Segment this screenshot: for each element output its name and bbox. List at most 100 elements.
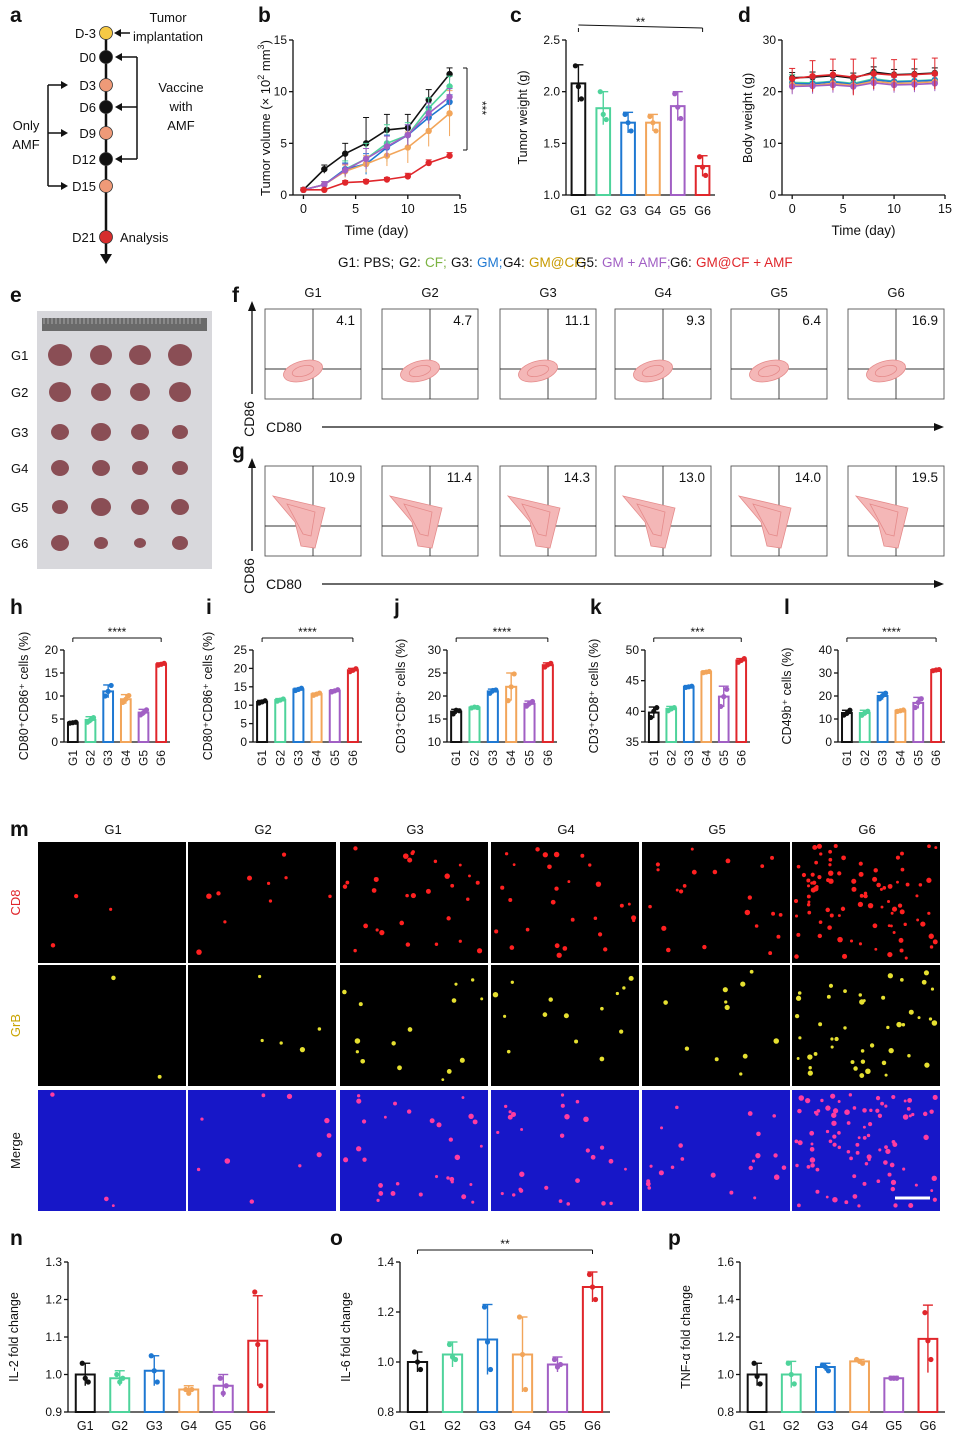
micro-cell — [756, 1131, 761, 1137]
flow-density-contour — [869, 503, 899, 537]
micro-cell — [934, 846, 938, 850]
micro-cell — [809, 1147, 815, 1152]
data-point-G6 — [300, 186, 307, 194]
micro-cell — [660, 1126, 664, 1130]
data-point-G2 — [114, 1371, 120, 1378]
micro-cell — [739, 1072, 743, 1076]
micro-cell — [902, 1167, 906, 1171]
y-tick-label: 10 — [45, 689, 59, 703]
x-tick-label: G1 — [449, 750, 463, 766]
micro-cell — [855, 1142, 860, 1147]
micro-image — [188, 1090, 336, 1211]
data-point-G2 — [474, 704, 481, 711]
data-point-G4 — [404, 144, 412, 151]
micro-cell — [827, 870, 834, 876]
chart-j: 10 15 20 25 30 G1 G2 G3 G4 G5 G6 CD3⁺CD8⁺ cells (%)… — [394, 625, 557, 766]
data-point-G5 — [918, 696, 924, 702]
micro-cell — [317, 1027, 322, 1031]
data-point-G4 — [900, 707, 907, 713]
micro-cell — [903, 922, 907, 926]
x-tick-label: G4 — [504, 750, 518, 766]
data-point-G1 — [648, 714, 654, 721]
data-point-G5 — [362, 155, 370, 163]
micro-cell — [458, 939, 462, 943]
micro-cell — [923, 970, 930, 976]
flow-quadrant-value: 4.7 — [453, 313, 472, 328]
micro-cell — [476, 948, 483, 954]
micro-cell — [753, 1196, 757, 1200]
micro-cell — [556, 952, 562, 958]
micro-cell — [575, 1178, 580, 1183]
micro-cell — [583, 1116, 589, 1123]
micro-cell — [647, 1186, 652, 1190]
micro-cell — [298, 1164, 302, 1168]
timeline-day-label: D0 — [79, 50, 96, 65]
micro-cell — [806, 894, 811, 899]
micro-cell — [837, 871, 842, 876]
micro-cell — [869, 1108, 873, 1113]
micro-cell — [747, 895, 752, 900]
panel-letter-k: k — [590, 596, 602, 619]
micro-cell — [425, 888, 431, 894]
micro-cell — [807, 1054, 813, 1060]
micro-cell — [851, 886, 857, 892]
data-point-G6 — [548, 660, 554, 666]
micro-cell — [376, 1198, 380, 1202]
micro-cell — [837, 1131, 841, 1135]
micro-cell — [471, 1200, 475, 1204]
micro-cell — [407, 857, 413, 863]
micro-cell — [832, 1142, 837, 1147]
micro-cell — [908, 1202, 914, 1209]
micro-cell — [574, 1039, 579, 1044]
flow-x-arrowhead — [934, 423, 944, 431]
micro-cell — [837, 936, 843, 943]
micro-cell — [622, 986, 626, 990]
micro-cell — [796, 1057, 800, 1060]
micro-cell — [649, 1164, 653, 1168]
micro-cell — [395, 1181, 400, 1186]
micro-cell — [832, 1134, 837, 1139]
micro-image — [38, 842, 186, 963]
micro-cell — [553, 851, 560, 858]
micro-cell — [342, 989, 347, 995]
data-point-G2 — [117, 1379, 123, 1385]
y-tick-label: 1.0 — [45, 1368, 62, 1382]
micro-cell — [806, 884, 811, 888]
flow-x-label: CD80 — [266, 419, 302, 435]
x-tick-label: G5 — [137, 750, 151, 766]
y-axis-title: Body weight (g) — [740, 73, 755, 163]
micro-cell — [74, 893, 79, 899]
micro-cell — [892, 931, 896, 935]
data-point-G1 — [321, 165, 328, 173]
micro-cell — [810, 872, 815, 877]
tumor-sample — [91, 423, 111, 441]
data-point-G3 — [622, 111, 628, 117]
micro-cell — [459, 1057, 465, 1063]
micro-cell — [816, 1109, 821, 1113]
only-amf-label: AMF — [12, 137, 40, 152]
x-tick-label: G2 — [273, 750, 287, 766]
micro-cell — [928, 933, 934, 939]
data-point-G1 — [450, 711, 456, 717]
micro-cell — [371, 888, 377, 893]
photo-row-label: G3 — [11, 425, 28, 440]
micro-cell — [691, 869, 697, 875]
micro-cell — [793, 899, 799, 904]
micro-image — [491, 842, 639, 963]
x-tick-label: G6 — [734, 750, 748, 766]
flow-x-label: CD80 — [266, 576, 302, 592]
micro-cell — [895, 855, 900, 860]
micro-cell — [857, 1204, 861, 1208]
micro-cell — [858, 942, 863, 946]
micro-cell — [461, 1194, 467, 1200]
micro-cell — [865, 1068, 871, 1074]
micro-cell — [857, 1136, 861, 1140]
y-tick-label: 10 — [234, 698, 248, 712]
micro-cell — [356, 1098, 362, 1104]
micro-cell — [828, 983, 834, 988]
y-tick-label: 0 — [825, 735, 832, 749]
data-point-G6 — [890, 71, 898, 79]
flow-group-label: G2 — [421, 285, 438, 300]
micro-cell — [512, 863, 516, 866]
